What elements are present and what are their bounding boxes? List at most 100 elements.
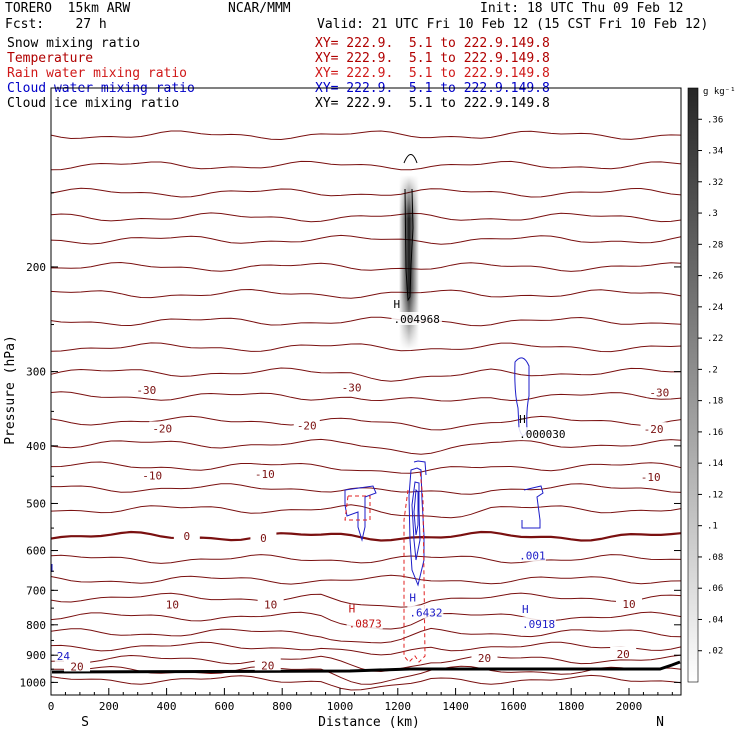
header-center: NCAR/MMM [228,1,291,16]
max-value: .0873 [349,617,382,630]
x-tick-label: 2000 [616,700,643,713]
x-tick-label: 1000 [327,700,354,713]
temperature-contour [50,288,682,299]
temperature-contour [50,367,682,382]
max-value: .004968 [393,313,439,326]
header-forecast: Fcst: 27 h [5,17,107,32]
max-marker: H [409,591,416,604]
temperature-contour [50,316,682,327]
cloud-water-contour [413,488,419,536]
cloud-ice-contour [403,154,418,164]
max-value: .000030 [519,428,565,441]
north-label: N [656,715,664,730]
temperature-label: -20 [644,423,664,436]
colorbar-tick-label: .24 [707,303,723,313]
x-tick-label: 1400 [442,700,469,713]
field-xy-snow: XY= 222.9. 5.1 to 222.9.149.8 [315,36,550,51]
temperature-label: -30 [342,381,362,394]
temperature-label: 10 [166,599,179,612]
cloud-ice-contours [403,154,418,302]
colorbar-tick-label: .12 [707,490,723,500]
temperature-label: 20 [261,659,274,672]
temperature-label: -10 [641,471,661,484]
temperature-contour [50,187,682,198]
y-tick-label: 600 [26,545,46,558]
max-marker: H [393,298,400,311]
temperature-label-bg [471,651,498,664]
cloud-water-contour [413,460,427,476]
temperature-contour [50,674,682,691]
x-tick-label: 200 [99,700,119,713]
temperature-label-bg [646,385,673,398]
field-label-temperature: Temperature [7,51,94,66]
max-value: .6432 [409,606,442,619]
max-label-bg [517,427,568,441]
max-marker: H [522,603,529,616]
temperature-label-bg [133,382,160,395]
temperature-label: -10 [255,468,275,481]
temperature-label-bg [338,380,365,393]
x-tick-label: 600 [214,700,234,713]
y-tick-label: 300 [26,366,46,379]
temperature-contour [50,461,682,474]
temperature-contour [50,261,682,272]
colorbar-scale [687,87,699,683]
temperature-label-bg [293,418,320,431]
terrain [51,660,681,674]
temperature-label: -30 [649,386,669,399]
max-label-bg [520,616,557,630]
temperature-contour [51,483,682,495]
colorbar-tick-label: .18 [707,397,723,407]
temperature-label: 0 [184,530,191,543]
y-tick-label: 500 [26,497,46,510]
field-label-cloud-ice: Cloud ice mixing ratio [7,96,180,111]
header-valid: Valid: 21 UTC Fri 10 Feb 12 (15 CST Fri … [317,17,709,32]
max-label-bg [346,616,383,630]
x-tick-label: 1600 [500,700,527,713]
header-init: Init: 18 UTC Thu 09 Feb 12 [480,1,684,16]
snow-shading [399,175,419,350]
field-xy-cloud-ice: XY= 222.9. 5.1 to 222.9.149.8 [315,96,550,111]
temperature-contour [50,234,682,245]
colorbar-tick-label: .28 [707,240,723,250]
temperature-label-bg [149,421,176,434]
temperature-label-bg [250,531,277,544]
temperature-label-bg [637,469,664,482]
temperature-label-bg [610,646,637,659]
rain-water-contours [344,469,426,663]
temperature-labels: -30 -30 -30 -20 -20 -20 -10 -10 -10 0 0 10 10 10 20 20 2… [64,380,673,673]
x-tick-label: 1200 [385,700,412,713]
colorbar-tick-label: .26 [707,272,723,282]
temperature-contour [50,592,682,608]
max-marker: H [349,602,356,615]
x-tick-label: 400 [157,700,177,713]
temperature-label: 20 [478,652,491,665]
temperature-contours [50,130,682,691]
temperature-contour [50,160,682,171]
colorbar-tick-label: .3 [707,209,718,219]
field-label-rain: Rain water mixing ratio [7,66,188,81]
colorbar-tick-label: .36 [707,115,723,125]
temperature-label: -10 [142,470,162,483]
y-tick-label: 200 [26,261,46,274]
temperature-contour [50,530,682,542]
cloud-ice-contour [404,188,414,302]
colorbar-tick-label: .34 [707,147,723,157]
y-axis-label: Pressure (hPa) [3,335,18,445]
temperature-contour [50,438,682,455]
rain-water-contour [344,495,371,521]
colorbar-unit: g kg⁻¹ [703,87,736,97]
temperature-label: 20 [617,648,630,661]
temperature-contour [50,342,682,353]
temperature-contour [50,504,682,519]
cloud-water-contour [344,485,377,542]
temperature-label: -20 [152,423,172,436]
temperature-contour [50,415,682,431]
temperature-label-bg [251,466,278,479]
colorbar-ticks: .02 .04 .06 .08 .1 .12 .14 .16 .18 .2 .22 .24 .26 .28… [698,115,723,657]
colorbar-tick-label: .2 [707,365,718,375]
y-tick-label: 900 [26,649,46,662]
temperature-label: 10 [622,598,635,611]
